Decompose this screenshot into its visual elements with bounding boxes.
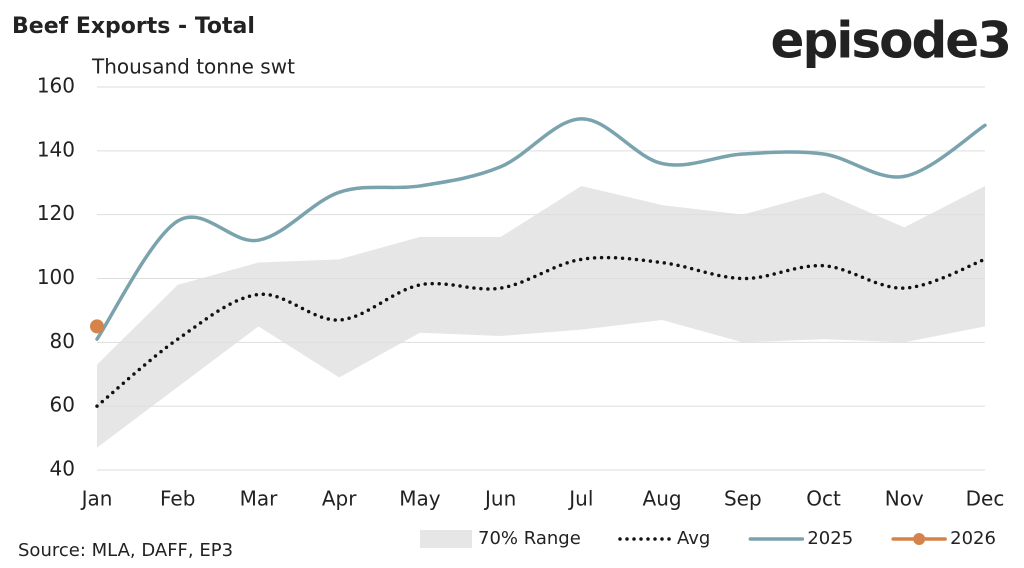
- logo: episode3: [771, 12, 1010, 70]
- legend-swatch: [420, 530, 472, 548]
- x-tick-label: Nov: [885, 487, 924, 511]
- x-tick-label: Sep: [724, 487, 762, 511]
- y-tick-label: 100: [37, 265, 75, 289]
- x-tick-label: Aug: [643, 487, 682, 511]
- x-tick-label: Oct: [806, 487, 841, 511]
- x-tick-label: Jul: [567, 487, 593, 511]
- x-tick-label: Feb: [160, 487, 195, 511]
- x-tick-label: Jan: [80, 487, 113, 511]
- x-tick-label: Dec: [966, 487, 1005, 511]
- legend-label: 2025: [807, 528, 853, 549]
- y-tick-label: 140: [37, 137, 75, 161]
- y-axis-label: Thousand tonne swt: [91, 55, 295, 79]
- y-tick-label: 40: [50, 457, 75, 481]
- chart-title: Beef Exports - Total: [12, 14, 255, 39]
- legend-label: Avg: [677, 528, 710, 549]
- legend-label: 2026: [950, 528, 996, 549]
- range-area: [97, 185, 985, 448]
- point: [90, 319, 104, 334]
- source: Source: MLA, DAFF, EP3: [18, 540, 233, 561]
- x-tick-label: Apr: [322, 487, 357, 511]
- y-tick-label: 60: [50, 393, 75, 417]
- legend-marker: [913, 533, 926, 545]
- y-tick-label: 160: [37, 74, 75, 98]
- y-tick-label: 80: [50, 329, 75, 353]
- x-tick-label: Mar: [240, 487, 279, 511]
- legend-label: 70% Range: [478, 528, 581, 549]
- x-tick-label: Jun: [483, 487, 516, 511]
- y-tick-label: 120: [37, 201, 75, 225]
- x-tick-label: May: [399, 487, 441, 511]
- line: [95, 255, 987, 408]
- line: [95, 117, 987, 341]
